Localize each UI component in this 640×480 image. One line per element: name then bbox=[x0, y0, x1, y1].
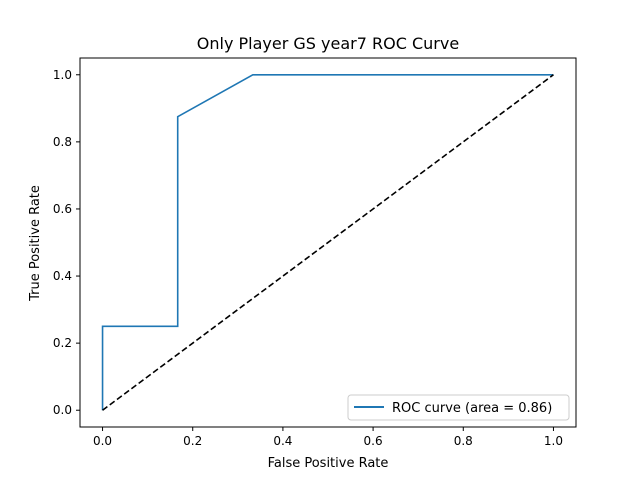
y-tick-label: 0.2 bbox=[53, 336, 72, 350]
chart-title: Only Player GS year7 ROC Curve bbox=[197, 34, 459, 53]
series-layer bbox=[101, 73, 554, 411]
x-tick-label: 0.4 bbox=[273, 434, 292, 448]
x-tick-label: 0.8 bbox=[454, 434, 473, 448]
chance-diagonal-line bbox=[102, 74, 554, 411]
y-tick-label: 0.4 bbox=[53, 269, 72, 283]
legend-roc-label: ROC curve (area = 0.86) bbox=[392, 401, 552, 416]
y-tick-label: 0.0 bbox=[53, 403, 72, 417]
x-tick-label: 0.2 bbox=[183, 434, 202, 448]
y-tick-label: 0.8 bbox=[53, 135, 72, 149]
x-tick-label: 0.6 bbox=[364, 434, 383, 448]
x-axis-ticks: 0.0 0.2 0.4 0.6 0.8 1.0 bbox=[93, 427, 563, 448]
legend-box bbox=[347, 394, 570, 421]
y-tick-label: 0.6 bbox=[53, 202, 72, 216]
y-tick-label: 1.0 bbox=[53, 68, 72, 82]
roc-curve-line bbox=[101, 73, 554, 411]
x-tick-label: 1.0 bbox=[544, 434, 563, 448]
legend: ROC curve (area = 0.86) bbox=[347, 394, 570, 421]
plot-frame bbox=[79, 57, 577, 428]
y-axis-label: True Positive Rate bbox=[28, 185, 43, 302]
y-axis-ticks: 0.0 0.2 0.4 0.6 0.8 1.0 bbox=[53, 68, 80, 417]
x-tick-label: 0.0 bbox=[93, 434, 112, 448]
x-axis-label: False Positive Rate bbox=[268, 456, 389, 471]
